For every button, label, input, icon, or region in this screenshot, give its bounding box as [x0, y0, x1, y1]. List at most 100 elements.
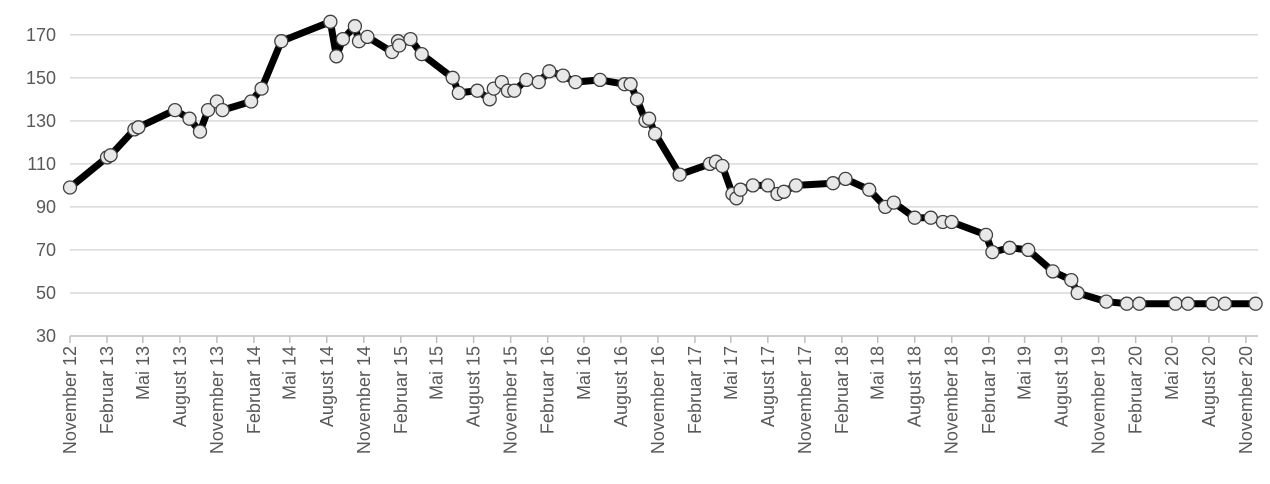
data-point — [62, 180, 78, 195]
x-tick-label: Mai 20 — [1162, 346, 1182, 400]
x-tick-label: August 20 — [1199, 346, 1219, 427]
x-tick-label: November 20 — [1236, 346, 1256, 454]
data-point — [215, 102, 230, 118]
data-points — [62, 14, 1263, 311]
data-point — [1070, 285, 1085, 301]
data-point — [542, 64, 557, 79]
data-point — [192, 124, 208, 139]
y-axis-ticks: 30 50 70 90 110 130 150 170 — [26, 25, 56, 346]
data-point — [760, 178, 775, 193]
data-point — [1168, 296, 1183, 311]
x-tick-label: Mai 16 — [574, 346, 594, 400]
data-point — [647, 126, 663, 141]
y-tick-label: 90 — [36, 197, 56, 217]
data-point — [254, 81, 269, 96]
x-tick-label: November 17 — [795, 346, 815, 454]
x-tick-label: Februar 14 — [244, 346, 264, 434]
series-layer — [66, 18, 1260, 308]
data-point — [329, 49, 344, 64]
y-tick-label: 130 — [26, 111, 56, 131]
data-point — [323, 14, 338, 29]
data-point — [360, 29, 375, 45]
x-tick-label: Februar 17 — [685, 346, 705, 434]
x-tick-label: August 16 — [611, 346, 631, 427]
x-tick-label: August 14 — [317, 346, 337, 427]
data-point — [715, 158, 730, 174]
data-point — [519, 72, 534, 88]
data-point — [641, 111, 657, 126]
data-point — [1002, 240, 1017, 255]
data-point — [131, 120, 146, 135]
data-point — [470, 83, 485, 98]
x-tick-label: November 18 — [942, 346, 962, 454]
x-tick-label: August 17 — [758, 346, 778, 427]
data-point — [1180, 296, 1196, 311]
x-tick-label: November 14 — [354, 346, 374, 454]
x-tick-label: Mai 13 — [133, 346, 153, 400]
data-point — [985, 244, 1000, 260]
data-point — [392, 38, 407, 53]
data-point — [274, 34, 289, 49]
data-point — [200, 102, 216, 118]
y-tick-label: 70 — [36, 240, 56, 260]
data-point — [451, 85, 466, 101]
x-tick-label: August 18 — [905, 346, 925, 427]
x-tick-label: November 19 — [1089, 346, 1109, 454]
y-tick-label: 170 — [26, 25, 56, 45]
data-point — [1021, 242, 1036, 258]
y-tick-label: 150 — [26, 68, 56, 88]
data-point — [103, 148, 118, 163]
data-point — [1099, 294, 1114, 309]
data-point — [1248, 296, 1263, 311]
data-point — [672, 167, 687, 182]
data-point — [347, 19, 363, 34]
x-tick-label: Mai 14 — [280, 346, 300, 400]
data-point — [944, 214, 959, 230]
data-point — [825, 176, 841, 191]
x-tick-label: August 19 — [1052, 346, 1072, 427]
x-tick-label: November 16 — [648, 346, 668, 454]
data-point — [1132, 296, 1147, 311]
data-point — [1119, 296, 1134, 311]
data-point — [838, 171, 853, 187]
x-tick-label: November 13 — [207, 346, 227, 454]
x-tick-label: November 12 — [60, 346, 80, 454]
x-tick-label: Februar 13 — [97, 346, 117, 434]
data-point — [886, 195, 901, 210]
data-point — [1064, 272, 1079, 288]
data-point — [629, 92, 645, 107]
data-point — [243, 94, 259, 109]
data-point — [745, 178, 761, 193]
x-tick-label: August 15 — [464, 346, 484, 427]
data-point — [335, 31, 351, 47]
data-point — [507, 83, 522, 98]
data-point — [978, 227, 994, 243]
data-point — [623, 77, 638, 92]
data-point — [414, 46, 429, 62]
data-point — [733, 182, 748, 197]
data-point — [182, 111, 197, 126]
data-point — [923, 210, 938, 225]
series-line — [66, 18, 1260, 308]
data-point — [788, 178, 804, 193]
x-tick-label: Mai 18 — [868, 346, 888, 400]
x-tick-label: Mai 17 — [721, 346, 741, 400]
x-tick-label: Februar 16 — [538, 346, 558, 434]
data-point — [907, 210, 922, 225]
x-tick-label: Februar 15 — [391, 346, 411, 434]
data-point — [167, 102, 183, 118]
x-tick-label: August 13 — [170, 346, 190, 427]
x-tick-label: November 15 — [501, 346, 521, 454]
x-tick-label: Mai 15 — [427, 346, 447, 400]
x-tick-label: Februar 18 — [832, 346, 852, 434]
data-point — [445, 70, 460, 85]
data-point — [555, 68, 571, 83]
y-tick-label: 50 — [36, 283, 56, 303]
y-tick-label: 30 — [36, 326, 56, 346]
data-point — [568, 74, 583, 90]
y-tick-label: 110 — [27, 154, 56, 174]
x-tick-label: Mai 19 — [1015, 346, 1035, 400]
data-point — [403, 31, 418, 47]
x-tick-label: Februar 19 — [979, 346, 999, 434]
